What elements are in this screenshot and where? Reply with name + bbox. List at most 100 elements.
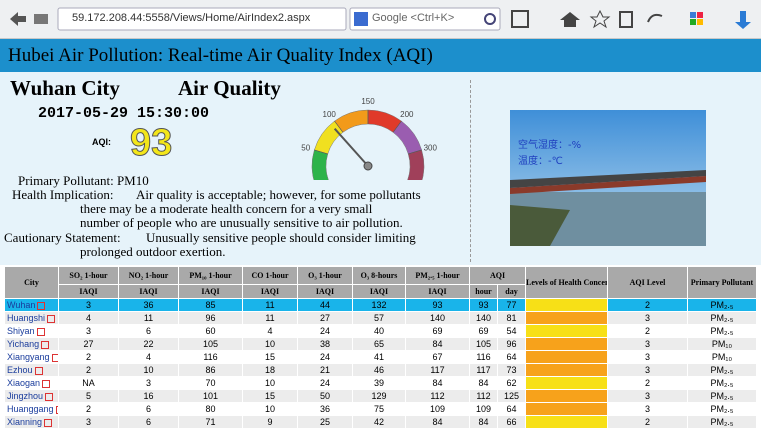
home-tab-icon[interactable] — [34, 14, 48, 24]
column-header: O₃ 8-hours — [353, 267, 406, 285]
iaqi-cell: 112 — [470, 390, 498, 403]
bookmark-star[interactable] — [591, 11, 609, 27]
aqi-level-cell: 3 — [608, 390, 688, 403]
gauge-tick-label: 50 — [301, 143, 310, 152]
iaqi-cell: 2 — [59, 364, 119, 377]
body: 59.172.208.44:5558/Views/Home/AirIndex2.… — [0, 0, 761, 434]
city-link[interactable]: Xiaogan — [5, 377, 59, 390]
column-subheader: IAQI — [243, 285, 298, 299]
city-link[interactable]: Wuhan — [5, 299, 59, 312]
column-subheader: IAQI — [119, 285, 179, 299]
column-subheader: hour — [470, 285, 498, 299]
city-link[interactable]: Huanggang — [5, 403, 59, 416]
city-link[interactable]: Jingzhou — [5, 390, 59, 403]
table-row: Xianning3671925428484662PM₂.₅ — [5, 416, 757, 429]
aqi-level-cell: 2 — [608, 416, 688, 429]
iaqi-cell: 96 — [498, 338, 526, 351]
iaqi-cell: 21 — [298, 364, 353, 377]
column-header: PM₂.₅ 1-hour — [406, 267, 470, 285]
primary-pollutant-cell: PM₂.₅ — [688, 299, 757, 312]
column-subheader: IAQI — [298, 285, 353, 299]
city-link[interactable]: Shiyan — [5, 325, 59, 338]
iaqi-cell: 3 — [119, 377, 179, 390]
iaqi-cell: 84 — [470, 416, 498, 429]
search-engine-icon[interactable] — [354, 12, 368, 26]
download-button[interactable] — [735, 11, 751, 29]
addon-icon[interactable] — [512, 11, 528, 27]
health-level-cell — [526, 364, 608, 377]
health-level-cell — [526, 390, 608, 403]
city-link[interactable]: Xiangyang — [5, 351, 59, 364]
table-row: Huanggang2680103675109109643PM₂.₅ — [5, 403, 757, 416]
iaqi-cell: 65 — [353, 338, 406, 351]
clipboard-icon[interactable] — [620, 12, 632, 27]
city-link[interactable]: Huangshi — [5, 312, 59, 325]
apps-icon-part — [697, 12, 703, 18]
iaqi-cell: 36 — [298, 403, 353, 416]
city-link[interactable]: Xianning — [5, 416, 59, 429]
iaqi-cell: 132 — [353, 299, 406, 312]
gauge-tick-label: 200 — [400, 110, 414, 119]
url-text[interactable]: 59.172.208.44:5558/Views/Home/AirIndex2.… — [72, 12, 310, 24]
iaqi-cell: 116 — [179, 351, 243, 364]
aqi-level-cell: 3 — [608, 338, 688, 351]
search-placeholder[interactable]: Google <Ctrl+K> — [372, 12, 454, 24]
aqi-level-cell: 3 — [608, 364, 688, 377]
external-link-icon — [52, 354, 59, 362]
primary-pollutant-cell: PM₂.₅ — [688, 364, 757, 377]
iaqi-cell: 4 — [119, 351, 179, 364]
iaqi-cell: 84 — [470, 377, 498, 390]
city-link[interactable]: Yichang — [5, 338, 59, 351]
health-level-cell — [526, 299, 608, 312]
column-header: Levels of Health Concern — [526, 267, 608, 299]
city-link[interactable]: Ezhou — [5, 364, 59, 377]
page-header: Hubei Air Pollution: Real-time Air Quali… — [0, 39, 761, 72]
iaqi-cell: 117 — [406, 364, 470, 377]
back-button[interactable] — [10, 12, 26, 26]
aqi-level-cell: 3 — [608, 403, 688, 416]
table-row: Jingzhou51610115501291121121253PM₂.₅ — [5, 390, 757, 403]
iaqi-cell: 11 — [119, 312, 179, 325]
column-header: Primary Pollutant — [688, 267, 757, 299]
column-subheader: IAQI — [353, 285, 406, 299]
page: AirIndex2 {"browser": {"url": "59.172.20… — [0, 0, 761, 434]
iaqi-cell: 54 — [498, 325, 526, 338]
city-name: Xiaogan — [7, 378, 40, 388]
external-link-icon — [47, 315, 55, 323]
iaqi-cell: 16 — [119, 390, 179, 403]
iaqi-cell: 22 — [119, 338, 179, 351]
primary-pollutant-cell: PM₂.₅ — [688, 312, 757, 325]
gauge-tick-label: 100 — [323, 110, 337, 119]
column-header: AQI — [470, 267, 526, 285]
iaqi-cell: 46 — [353, 364, 406, 377]
primary-pollutant-cell: PM₁₀ — [688, 351, 757, 364]
column-header: O₃ 1-hour — [298, 267, 353, 285]
iaqi-cell: 84 — [406, 416, 470, 429]
health-level-cell — [526, 416, 608, 429]
temperature: 温度：-℃ — [518, 152, 563, 167]
city-name: Jingzhou — [7, 391, 43, 401]
iaqi-cell: 9 — [243, 416, 298, 429]
iaqi-cell: 77 — [498, 299, 526, 312]
undo-icon[interactable] — [648, 15, 662, 22]
iaqi-cell: 69 — [470, 325, 498, 338]
iaqi-cell: 11 — [243, 299, 298, 312]
home-button[interactable] — [560, 12, 580, 27]
health-level-cell — [526, 403, 608, 416]
external-link-icon — [42, 380, 50, 388]
iaqi-cell: 116 — [470, 351, 498, 364]
iaqi-cell: 27 — [298, 312, 353, 325]
browser-toolbar: 59.172.208.44:5558/Views/Home/AirIndex2.… — [0, 0, 761, 39]
iaqi-cell: 101 — [179, 390, 243, 403]
iaqi-cell: 27 — [59, 338, 119, 351]
apps-icon[interactable] — [690, 12, 696, 18]
iaqi-cell: 38 — [298, 338, 353, 351]
aqi-level-cell: 3 — [608, 351, 688, 364]
iaqi-cell: 41 — [353, 351, 406, 364]
external-link-icon — [35, 367, 43, 375]
iaqi-cell: 10 — [119, 364, 179, 377]
table-row: Xiangyang2411615244167116643PM₁₀ — [5, 351, 757, 364]
iaqi-cell: 6 — [119, 403, 179, 416]
iaqi-cell: 4 — [243, 325, 298, 338]
